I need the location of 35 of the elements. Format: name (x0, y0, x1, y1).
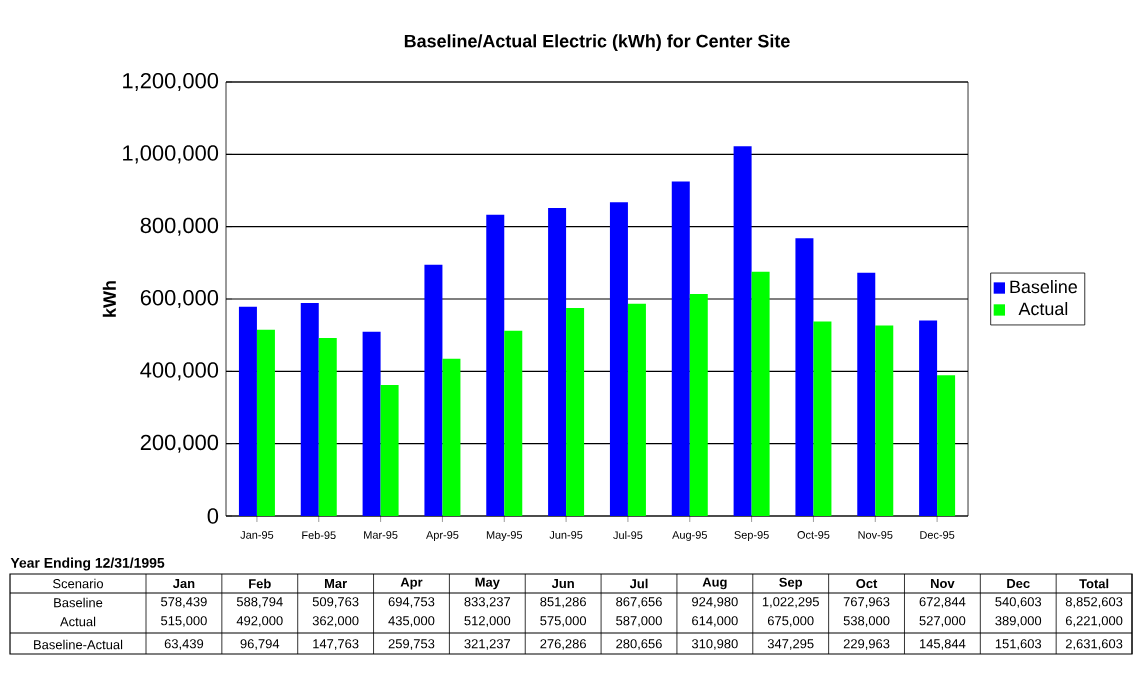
chart-title: Baseline/Actual Electric (kWh) for Center Site (404, 34, 790, 51)
bar (486, 214, 505, 516)
bar (751, 271, 770, 516)
y-tick-label: 800,000 (140, 217, 219, 236)
legend-label: Actual (1018, 301, 1068, 316)
bar (380, 385, 399, 516)
bar (671, 181, 690, 516)
bar (813, 321, 832, 516)
bar (442, 358, 461, 516)
y-tick-label: 0 (207, 508, 219, 524)
y-tick-label: 400,000 (140, 362, 219, 381)
bar (875, 325, 894, 516)
bar (504, 330, 523, 516)
bar (362, 331, 381, 516)
bar (627, 303, 646, 516)
bar (795, 238, 814, 516)
bar (857, 272, 876, 516)
y-tick-label: 1,000,000 (123, 145, 219, 164)
bar (424, 264, 443, 516)
bar (609, 202, 628, 516)
bar (919, 320, 938, 516)
y-tick-label: 200,000 (140, 434, 219, 453)
bar (548, 208, 567, 516)
bar (256, 329, 275, 516)
bar (566, 308, 585, 516)
y-axis-title: kWh (102, 281, 116, 317)
bar (937, 375, 956, 516)
bar (689, 293, 708, 516)
bar (300, 303, 319, 516)
bar (733, 146, 752, 516)
bar (238, 306, 257, 516)
legend-label: Baseline (1010, 280, 1077, 294)
y-tick-label: 1,200,000 (123, 72, 219, 92)
bar (318, 338, 337, 516)
y-tick-label: 600,000 (140, 289, 219, 309)
